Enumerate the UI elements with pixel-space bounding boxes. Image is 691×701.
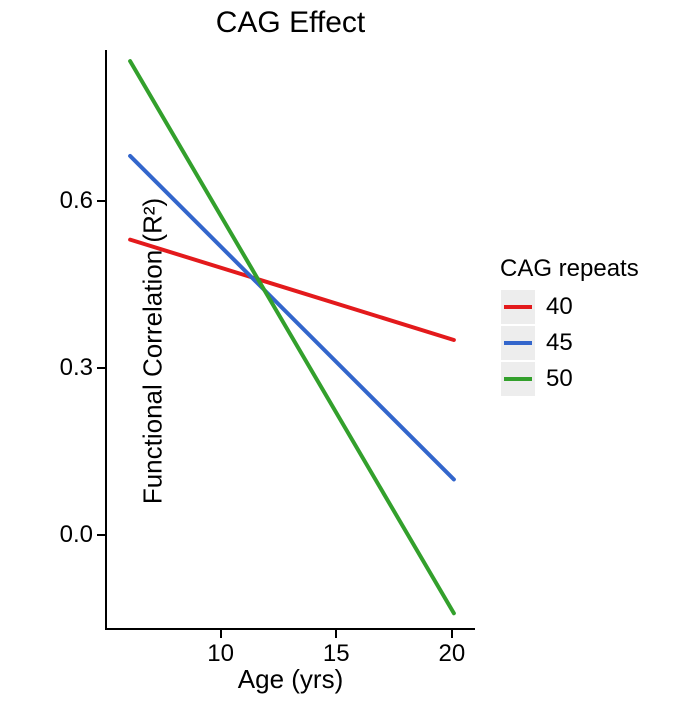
legend-label: 40 <box>546 293 573 321</box>
x-tick <box>220 630 222 638</box>
legend-item: 45 <box>500 325 639 361</box>
x-tick <box>451 630 453 638</box>
x-axis-label: Age (yrs) <box>0 664 636 695</box>
legend-label: 50 <box>546 365 573 393</box>
legend-key <box>500 289 536 325</box>
legend-key <box>500 325 536 361</box>
chart-title: CAG Effect <box>0 6 636 40</box>
x-tick <box>335 630 337 638</box>
y-tick <box>97 367 105 369</box>
chart-container: CAG Effect Functional Correlation (R²) 1… <box>0 0 691 701</box>
chart-lines <box>107 50 475 630</box>
legend-item: 40 <box>500 289 639 325</box>
y-tick-label: 0.0 <box>60 521 93 549</box>
series-line-45 <box>130 156 454 479</box>
legend-key <box>500 361 536 397</box>
legend-key-line <box>504 305 532 309</box>
y-tick-label: 0.6 <box>60 187 93 215</box>
plot-panel <box>105 50 475 630</box>
series-line-40 <box>130 240 454 340</box>
y-tick <box>97 200 105 202</box>
legend-title: CAG repeats <box>500 255 639 283</box>
legend-label: 45 <box>546 329 573 357</box>
series-line-50 <box>130 61 454 613</box>
legend-key-line <box>504 377 532 381</box>
y-tick-label: 0.3 <box>60 354 93 382</box>
y-tick <box>97 534 105 536</box>
legend-key-line <box>504 341 532 345</box>
legend: CAG repeats 40 45 50 <box>500 255 639 397</box>
legend-item: 50 <box>500 361 639 397</box>
